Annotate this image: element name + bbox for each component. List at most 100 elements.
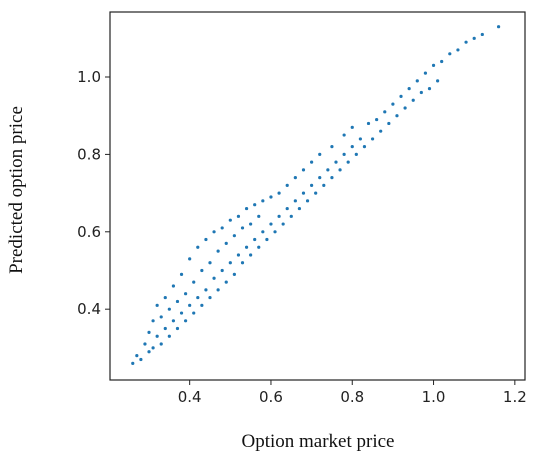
point <box>293 199 297 203</box>
point <box>395 114 399 118</box>
point <box>391 102 395 106</box>
point <box>305 199 310 203</box>
point <box>151 319 155 323</box>
point <box>310 183 314 187</box>
point <box>354 152 358 157</box>
point <box>139 357 143 362</box>
point <box>285 183 289 187</box>
point <box>249 253 253 257</box>
point <box>281 222 285 226</box>
point <box>269 222 273 226</box>
point <box>175 326 180 331</box>
point <box>147 330 151 335</box>
point <box>342 152 346 157</box>
point <box>135 354 139 358</box>
point <box>322 183 326 187</box>
point <box>155 334 159 338</box>
point <box>289 214 293 218</box>
point <box>196 245 200 249</box>
point <box>464 40 468 44</box>
point <box>200 268 204 273</box>
x-tick-label: 0.8 <box>340 388 364 406</box>
point <box>310 160 314 164</box>
point <box>232 272 236 276</box>
point <box>350 145 354 149</box>
point <box>314 191 318 195</box>
point <box>366 121 371 126</box>
point <box>411 98 415 102</box>
point <box>220 268 224 273</box>
point <box>212 230 216 234</box>
point <box>244 206 249 211</box>
y-tick-label: 0.6 <box>77 223 101 241</box>
point <box>436 79 440 83</box>
point <box>423 71 428 75</box>
plot-frame <box>109 11 526 381</box>
point <box>346 160 350 164</box>
point <box>188 303 192 307</box>
point <box>253 203 257 207</box>
point <box>301 191 306 195</box>
point <box>204 237 208 242</box>
point <box>244 245 249 249</box>
y-tick-label: 1.0 <box>77 68 101 86</box>
point <box>155 303 159 307</box>
point <box>208 261 212 265</box>
point <box>472 36 476 40</box>
point <box>143 342 147 346</box>
point <box>342 133 346 137</box>
point <box>151 346 155 350</box>
point <box>232 234 236 238</box>
point <box>330 176 334 180</box>
point <box>184 319 188 323</box>
point <box>175 299 180 304</box>
point <box>249 222 253 226</box>
point <box>224 280 228 284</box>
point <box>285 206 289 211</box>
point <box>228 218 232 222</box>
point <box>350 125 354 129</box>
point <box>293 176 297 180</box>
point <box>224 241 228 246</box>
point <box>163 295 167 300</box>
x-axis-label: Option market price <box>241 431 394 452</box>
point <box>448 52 452 56</box>
point <box>163 326 167 331</box>
point <box>496 25 501 29</box>
point <box>326 168 330 172</box>
point <box>196 295 200 300</box>
point <box>277 214 281 218</box>
point <box>375 117 379 122</box>
point <box>167 307 171 311</box>
point <box>301 168 306 172</box>
point <box>236 253 241 257</box>
point <box>480 32 484 37</box>
point <box>358 137 362 141</box>
point <box>200 303 204 307</box>
point <box>236 214 241 218</box>
point <box>273 230 277 234</box>
point <box>387 121 391 126</box>
point <box>338 168 342 172</box>
point <box>159 342 163 346</box>
y-tick-label: 0.8 <box>77 145 101 163</box>
point <box>131 361 135 365</box>
y-axis-label: Predicted option price <box>6 106 27 274</box>
point <box>171 319 176 323</box>
point <box>297 206 302 211</box>
point <box>240 261 245 265</box>
point <box>179 311 184 315</box>
point <box>261 230 265 234</box>
x-tick-label: 1.0 <box>422 388 446 406</box>
point <box>212 276 216 280</box>
x-tick-label: 1.2 <box>503 388 527 406</box>
point <box>147 350 151 354</box>
x-tick-label: 0.6 <box>259 388 283 406</box>
point <box>399 94 403 98</box>
point <box>440 59 444 64</box>
point <box>265 237 269 242</box>
point <box>431 63 436 68</box>
point <box>318 152 322 157</box>
point <box>379 129 383 133</box>
y-tick-label: 0.4 <box>77 300 101 318</box>
